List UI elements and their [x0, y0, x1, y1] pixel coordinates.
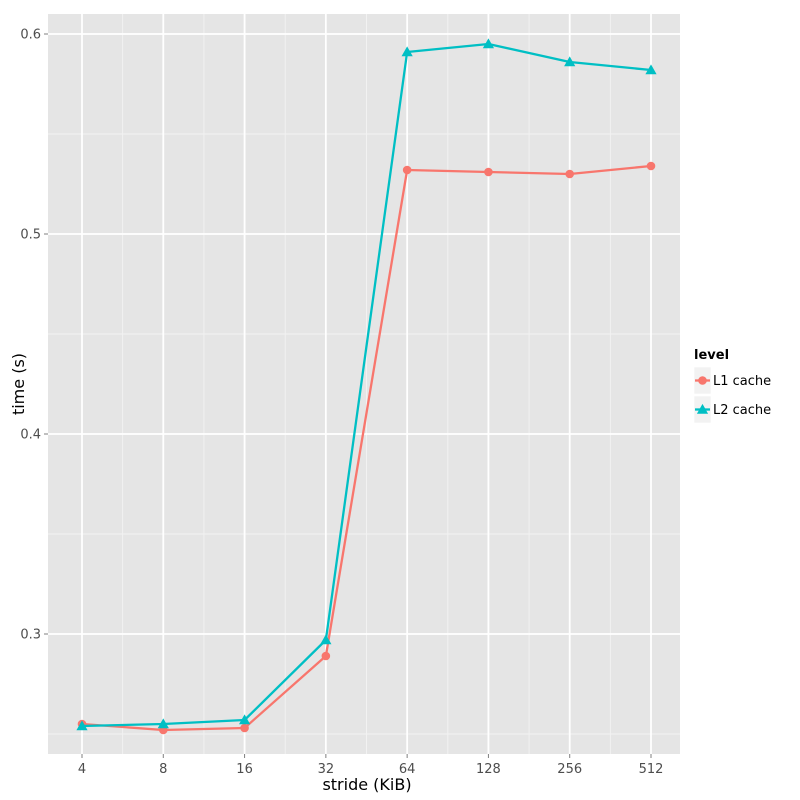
data-point-l1-cache: [321, 651, 331, 661]
legend-label: L2 cache: [713, 403, 771, 418]
series-line-l1-cache: [81, 164, 652, 732]
x-tick-label: 32: [318, 762, 335, 777]
data-point-l2-cache: [76, 720, 88, 731]
series-line-l2-cache: [81, 42, 652, 728]
data-point-l2-cache: [401, 46, 413, 57]
legend-item-l1-cache: L1 cache: [693, 366, 771, 395]
data-point-l1-cache: [402, 165, 412, 175]
data-point-l2-cache: [645, 64, 657, 75]
legend: level L1 cache L2 cache: [693, 348, 771, 424]
data-point-l2-cache: [157, 718, 169, 729]
data-point-l1-cache: [484, 167, 493, 177]
legend-label: L1 cache: [713, 374, 771, 389]
x-tick-label: 4: [78, 762, 86, 777]
y-tick-label: 0.5: [20, 228, 41, 243]
x-axis-title: stride (KiB): [322, 775, 411, 794]
data-point-l2-cache: [564, 56, 576, 67]
y-axis-ticks: 0.3 0.4 0.5 0.6: [20, 28, 48, 643]
legend-items: L1 cache L2 cache: [693, 366, 771, 424]
y-tick-label: 0.4: [20, 428, 41, 443]
x-tick-label: 128: [476, 762, 501, 777]
data-point-l1-cache: [565, 169, 575, 179]
data-point-l1-cache: [646, 161, 656, 171]
data-point-l2-cache: [482, 38, 495, 49]
x-tick-label: 256: [557, 762, 582, 777]
series-l2-cache: [76, 38, 657, 731]
y-tick-label: 0.3: [20, 628, 41, 643]
legend-title: level: [694, 348, 729, 363]
data-point-l2-cache: [320, 634, 332, 645]
legend-key-marker: [696, 403, 709, 414]
data-point-l1-cache: [240, 723, 249, 733]
y-axis-title: time (s): [9, 353, 28, 415]
y-tick-label: 0.6: [20, 28, 41, 43]
x-tick-label: 8: [159, 762, 167, 777]
data-point-l2-cache: [238, 714, 251, 725]
series-layer: [76, 38, 657, 735]
plot-panel: [48, 14, 680, 754]
x-tick-label: 16: [236, 762, 253, 777]
x-axis-ticks: 4 8 16 32 64 128 256 512: [78, 754, 664, 777]
legend-key-marker: [698, 376, 707, 385]
legend-item-l2-cache: L2 cache: [693, 395, 771, 424]
x-tick-label: 64: [399, 762, 416, 777]
grid: [48, 14, 680, 754]
x-tick-label: 512: [639, 762, 664, 777]
